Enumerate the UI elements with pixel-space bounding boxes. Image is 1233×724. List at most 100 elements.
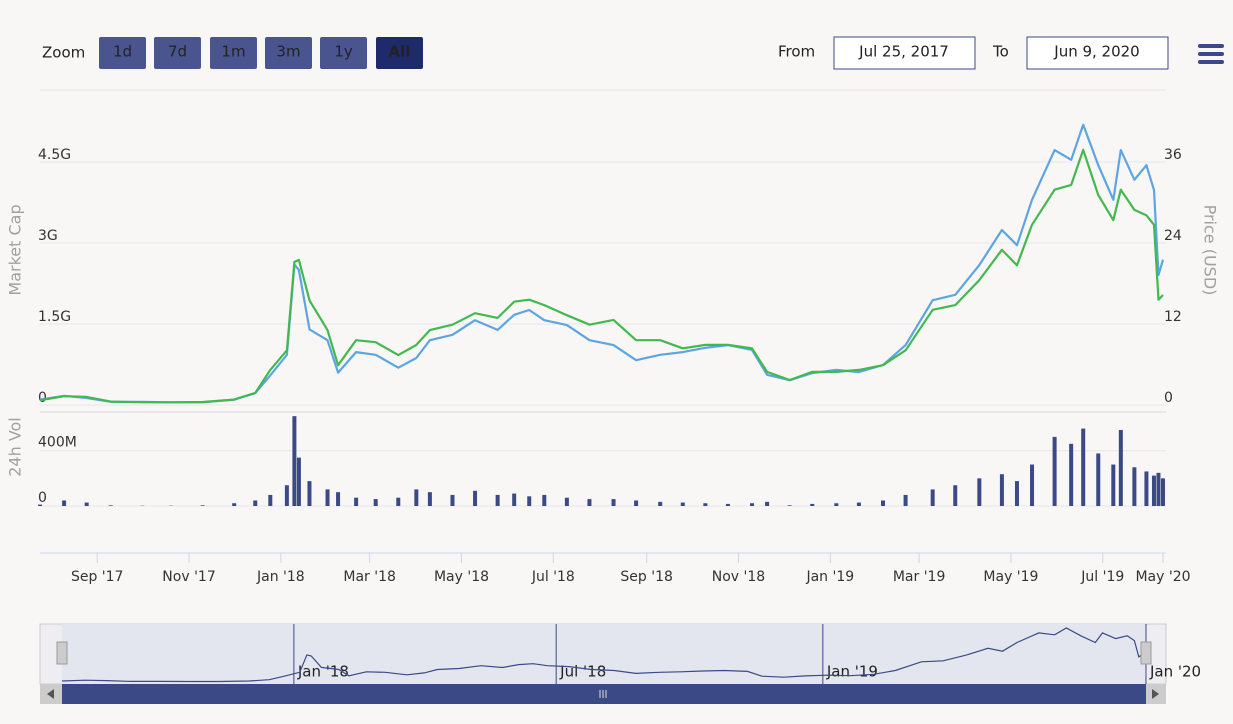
volume-axis-title: 24h Vol xyxy=(6,417,25,477)
zoom-button-label[interactable]: All xyxy=(389,43,411,61)
navigator-handle-right[interactable] xyxy=(1140,641,1152,665)
navigator: Jan '18 Jul '18 Jan '19 Jan '20 xyxy=(61,624,1201,684)
volume-bar xyxy=(253,500,258,506)
volume-bar xyxy=(658,501,663,506)
volume-bar xyxy=(512,493,517,506)
zoom-button-label[interactable]: 3m xyxy=(276,43,300,61)
volume-bar xyxy=(232,503,237,506)
volume-bar xyxy=(1096,453,1101,506)
volume-bar xyxy=(903,494,908,506)
volume-bar xyxy=(542,494,547,506)
zoom-button-label[interactable]: 1y xyxy=(334,43,353,61)
volume-bar xyxy=(587,499,592,506)
volume-bar xyxy=(1156,472,1161,506)
navigator-handle-left[interactable] xyxy=(56,641,68,665)
zoom-button[interactable] xyxy=(210,37,257,69)
navigator-tick-label: Jan '20 xyxy=(1149,663,1201,681)
navigator-selection[interactable] xyxy=(62,624,1146,684)
x-tick-label: Nov '17 xyxy=(162,569,215,585)
zoom-buttons: 1d 7d 1m 3m 1y All xyxy=(99,37,423,69)
volume-bar xyxy=(414,489,419,506)
x-tick-label: Sep '18 xyxy=(620,569,673,585)
volume-bar xyxy=(38,504,42,506)
zoom-button[interactable] xyxy=(320,37,367,69)
volume-bar xyxy=(200,505,205,506)
navigator-line xyxy=(61,627,1144,683)
volume-bar xyxy=(880,500,885,506)
volume-bar xyxy=(284,485,289,506)
volume-bar xyxy=(1132,467,1137,506)
x-tick-label: Nov '18 xyxy=(712,569,765,585)
volume-bar xyxy=(427,492,432,506)
menu-button[interactable] xyxy=(1196,40,1226,66)
volume-bar xyxy=(810,503,815,506)
volume-bar xyxy=(1118,429,1123,506)
scrollbar-thumb[interactable] xyxy=(62,684,1146,704)
volume-bar xyxy=(84,502,89,506)
zoom-button[interactable] xyxy=(154,37,201,69)
zoom-button-label[interactable]: 1m xyxy=(221,43,245,61)
volume-bar xyxy=(1144,471,1149,506)
from-input[interactable] xyxy=(833,36,976,70)
volume-bar xyxy=(108,505,113,506)
volume-bar xyxy=(856,502,861,506)
volume-bar xyxy=(1081,428,1086,506)
from-label: From xyxy=(778,43,815,61)
to-value[interactable]: Jun 9, 2020 xyxy=(1053,43,1139,61)
x-tick-label: Jan '19 xyxy=(805,569,854,585)
y-tick-label: 0 xyxy=(38,390,47,406)
y-tick-label: 400M xyxy=(38,435,77,451)
volume-bar xyxy=(1014,481,1019,506)
y2-tick-label: 36 xyxy=(1164,147,1182,163)
x-tick-label: Mar '18 xyxy=(343,569,396,585)
right-arrow-icon xyxy=(1152,689,1159,699)
volume-bar xyxy=(62,500,67,506)
y2-tick-label: 0 xyxy=(1164,390,1173,406)
volume-bar xyxy=(373,499,378,506)
volume-bar xyxy=(307,481,312,506)
volume-bar xyxy=(787,505,792,506)
y-tick-label: 3G xyxy=(38,228,58,244)
y2-tick-label: 24 xyxy=(1164,228,1182,244)
zoom-button[interactable] xyxy=(376,37,423,69)
y-tick-label: 1.5G xyxy=(38,309,71,325)
y-axis-title: Market Cap xyxy=(6,204,25,295)
x-tick-label: Jul '18 xyxy=(531,569,575,585)
y-tick-label: 0 xyxy=(38,490,47,506)
x-tick-label: Mar '19 xyxy=(893,569,946,585)
zoom-button-label[interactable]: 1d xyxy=(113,43,132,61)
volume-bar xyxy=(1069,443,1074,506)
from-value[interactable]: Jul 25, 2017 xyxy=(858,43,949,61)
volume-bar xyxy=(1111,464,1116,506)
volume-bar xyxy=(1030,464,1035,506)
zoom-button[interactable] xyxy=(265,37,312,69)
volume-bar xyxy=(268,494,273,506)
volume-bar xyxy=(495,494,500,506)
volume-bar xyxy=(953,485,958,506)
navigator-tick-label: Jan '19 xyxy=(826,663,878,681)
x-tick-label: May '19 xyxy=(983,569,1038,585)
volume-bar xyxy=(292,416,297,506)
volume-bar xyxy=(296,457,301,506)
volume-bar xyxy=(611,499,616,506)
series-line xyxy=(39,123,1165,404)
navigator-tick-label: Jul '18 xyxy=(559,663,606,681)
zoom-button-label[interactable]: 7d xyxy=(168,43,187,61)
to-input[interactable] xyxy=(1026,36,1169,70)
volume-bar xyxy=(750,503,755,506)
volume-bar xyxy=(336,492,341,506)
left-arrow-icon xyxy=(47,689,54,699)
volume-bar xyxy=(354,497,359,506)
volume-bar xyxy=(765,501,770,506)
y-tick-label: 4.5G xyxy=(38,147,71,163)
volume-bar xyxy=(930,489,935,506)
volume-bar xyxy=(396,497,401,506)
volume-bar xyxy=(527,496,532,506)
series-line xyxy=(39,148,1164,404)
volume-bar xyxy=(634,500,639,506)
zoom-button[interactable] xyxy=(99,37,146,69)
volume-bar xyxy=(564,497,569,506)
volume-bar xyxy=(703,503,708,506)
to-label: To xyxy=(992,43,1009,61)
x-tick-label: May '20 xyxy=(1135,569,1190,585)
